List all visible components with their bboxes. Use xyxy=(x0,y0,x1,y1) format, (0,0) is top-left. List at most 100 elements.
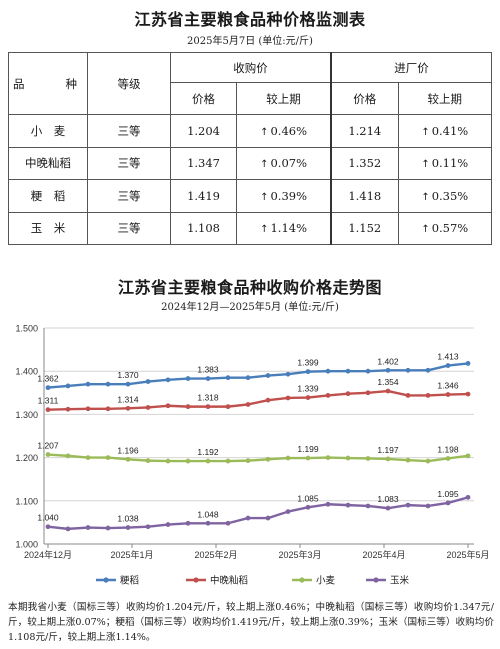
data-point xyxy=(125,381,131,387)
x-tick-label: 2025年2月 xyxy=(194,549,237,560)
data-point xyxy=(285,395,291,401)
header-purchase-price: 价格 xyxy=(169,82,238,115)
up-arrow-icon: ↑ xyxy=(260,159,269,171)
row-name: 玉 米 xyxy=(8,211,88,245)
series-line xyxy=(47,496,469,531)
purchase-change: ↑ 0.39% xyxy=(236,179,332,213)
y-tick-label: 1.000 xyxy=(15,540,38,550)
purchase-change: ↑ 0.07% xyxy=(236,146,332,180)
data-point xyxy=(365,390,371,396)
data-label: 1.318 xyxy=(197,393,219,403)
data-point xyxy=(445,392,451,397)
data-point xyxy=(105,525,111,531)
data-point xyxy=(305,395,311,400)
data-point xyxy=(445,500,451,506)
row-name: 中晚籼稻 xyxy=(8,146,88,180)
table-title: 江苏省主要粮食品种价格监测表 xyxy=(134,10,366,29)
data-point xyxy=(305,369,311,375)
data-point xyxy=(125,525,131,530)
data-point xyxy=(205,376,211,381)
data-point xyxy=(205,404,211,410)
header-factory-price: 价格 xyxy=(329,82,399,115)
purchase-price: 1.347 xyxy=(169,146,238,180)
data-point xyxy=(85,455,91,460)
legend-label: 粳稻 xyxy=(120,575,139,587)
data-label: 1.370 xyxy=(117,370,139,380)
data-point xyxy=(145,405,151,410)
data-point xyxy=(385,388,391,394)
data-point xyxy=(45,524,51,530)
legend-label: 玉米 xyxy=(390,575,410,587)
data-point xyxy=(225,458,231,464)
series-line xyxy=(47,453,469,463)
data-label: 1.354 xyxy=(377,377,399,387)
x-tick-label: 2025年4月 xyxy=(362,549,405,560)
table-row: 中晚籼稻 三等 1.347 ↑ 0.07% 1.352 ↑ 0.11% xyxy=(8,146,493,180)
chart-title: 江苏省主要粮食品种收购价格走势图 xyxy=(117,278,382,297)
up-arrow-icon: ↑ xyxy=(421,224,430,236)
x-tick-label: 2025年5月 xyxy=(446,549,489,560)
data-point xyxy=(425,503,431,509)
data-point xyxy=(165,522,171,527)
price-monitoring-table: 品 种 等级 收购价 进厂价 价格 较上期 价格 较上期 小 麦 三等 1.20… xyxy=(8,52,493,245)
data-point xyxy=(105,406,111,412)
data-point xyxy=(185,404,191,410)
row-grade: 三等 xyxy=(87,146,171,180)
data-point xyxy=(265,373,271,378)
data-point xyxy=(465,361,471,366)
row-grade: 三等 xyxy=(87,114,171,148)
data-point xyxy=(105,381,111,387)
factory-change: ↑ 0.41% xyxy=(397,114,493,148)
data-label: 1.399 xyxy=(297,358,319,368)
data-point xyxy=(285,455,291,461)
factory-change: ↑ 0.35% xyxy=(397,179,493,213)
legend-label: 小麦 xyxy=(316,575,336,587)
legend-marker xyxy=(103,577,109,583)
purchase-price: 1.204 xyxy=(169,114,238,148)
data-point xyxy=(45,407,51,413)
data-point xyxy=(305,455,311,461)
chart-subtitle: 2024年12月—2025年5月 (单位:元/斤) xyxy=(161,302,339,313)
data-label: 1.346 xyxy=(437,381,459,391)
table-row: 小 麦 三等 1.204 ↑ 0.46% 1.214 ↑ 0.41% xyxy=(8,114,493,148)
data-point xyxy=(365,503,371,509)
data-point xyxy=(105,455,111,460)
header-purchase: 收购价 xyxy=(169,52,332,83)
data-label: 1.314 xyxy=(117,394,139,404)
data-label: 1.198 xyxy=(437,444,459,454)
data-point xyxy=(285,509,291,514)
factory-change: ↑ 0.11% xyxy=(397,146,493,180)
data-point xyxy=(265,456,271,462)
summary-note: 本期我省小麦（国标三等）收购均价1.204元/斤，较上期上涨0.46%；中晚籼稻… xyxy=(8,602,494,643)
header-variety: 品 种 xyxy=(8,52,88,115)
data-label: 1.083 xyxy=(377,494,399,504)
data-point xyxy=(225,520,231,526)
data-point xyxy=(45,385,51,391)
purchase-change: ↑ 1.14% xyxy=(236,211,332,245)
up-arrow-icon: ↑ xyxy=(421,126,430,138)
header-factory: 进厂价 xyxy=(329,52,492,83)
legend-label: 中晚籼稻 xyxy=(210,575,248,587)
header-factory-change: 较上期 xyxy=(397,82,493,115)
data-point xyxy=(145,379,151,384)
data-point xyxy=(345,368,351,374)
data-point xyxy=(125,456,131,462)
data-point xyxy=(165,403,171,409)
data-label: 1.192 xyxy=(197,447,219,457)
up-arrow-icon: ↑ xyxy=(421,159,430,171)
factory-change: ↑ 0.57% xyxy=(397,211,493,245)
up-arrow-icon: ↑ xyxy=(260,224,269,236)
data-label: 1.311 xyxy=(38,396,59,406)
data-point xyxy=(465,494,471,500)
data-point xyxy=(385,456,391,462)
data-point xyxy=(265,515,271,521)
data-point xyxy=(45,452,51,457)
data-point xyxy=(145,458,151,464)
data-point xyxy=(85,381,91,387)
price-trend-chart: 1.000 1.100 1.200 1.300 1.400 1.500 2024年12月 20… xyxy=(0,318,500,593)
data-label: 1.048 xyxy=(197,509,219,519)
y-tick-label: 1.300 xyxy=(15,410,38,420)
data-point xyxy=(245,515,251,521)
factory-price: 1.352 xyxy=(329,146,399,180)
data-point xyxy=(385,367,391,373)
